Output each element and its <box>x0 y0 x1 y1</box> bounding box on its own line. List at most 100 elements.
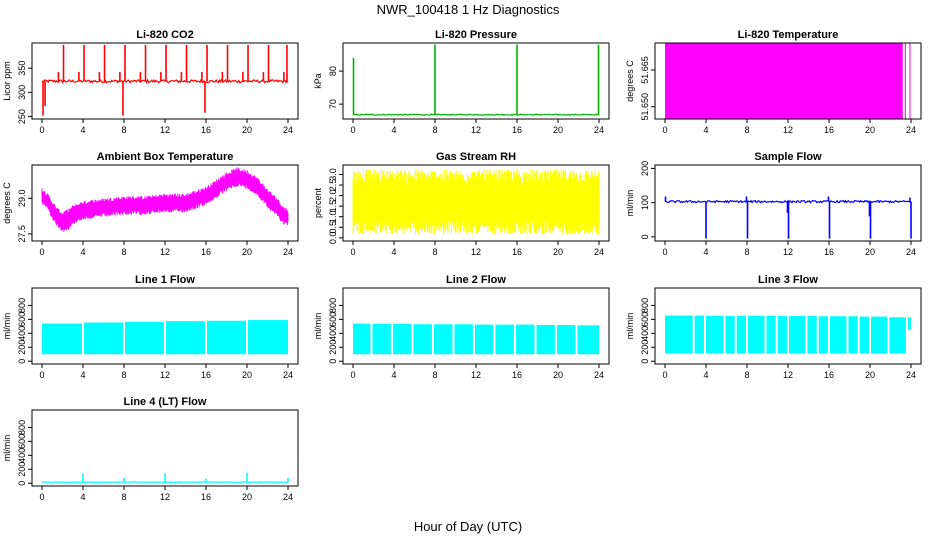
x-tick-label: 4 <box>80 247 85 257</box>
x-tick-label: 12 <box>160 370 170 380</box>
y-axis-label: ml/min <box>625 190 635 217</box>
band-mark <box>665 43 903 119</box>
x-tick-label: 24 <box>283 492 293 502</box>
y-tick-label: 600 <box>17 434 27 449</box>
x-tick-label: 0 <box>39 247 44 257</box>
band-segment <box>248 320 288 355</box>
x-tick-label: 24 <box>906 125 916 135</box>
y-tick-label: 200 <box>328 340 338 355</box>
data-layer <box>352 44 600 116</box>
chart-panel-10: Line 4 (LT) Flow ml/min 0 4 8 12 16 20 24 0 200400… <box>2 396 299 502</box>
y-tick-label: 200 <box>17 462 27 477</box>
band-segment <box>556 324 576 355</box>
data-layer <box>665 315 911 354</box>
x-tick-label: 24 <box>594 247 604 257</box>
chart-title: Ambient Box Temperature <box>97 151 234 163</box>
x-tick-label: 16 <box>824 125 834 135</box>
band-segment <box>889 317 906 354</box>
x-tick-label: 8 <box>744 247 749 257</box>
x-tick-label: 24 <box>594 125 604 135</box>
chart-panel-4: Ambient Box Temperature degrees C 0 4 8 12 16 2… <box>2 151 299 257</box>
x-tick-label: 24 <box>906 247 916 257</box>
band-segment <box>766 315 776 354</box>
band-segment <box>577 325 599 355</box>
y-tick-label: 51.665 <box>640 56 650 84</box>
y-tick-label: 3.0 <box>328 168 338 181</box>
y-axis-label: ml/min <box>313 313 323 340</box>
y-tick-label: 27.5 <box>17 225 27 243</box>
band-segment <box>372 323 391 355</box>
x-tick-label: 16 <box>201 125 211 135</box>
series-noise <box>41 167 289 232</box>
band-segment <box>736 315 746 354</box>
band-segment <box>42 323 82 355</box>
x-tick-label: 12 <box>160 125 170 135</box>
band-segment <box>907 317 911 330</box>
x-tick-label: 20 <box>865 125 875 135</box>
x-tick-label: 8 <box>121 370 126 380</box>
x-tick-label: 0 <box>39 125 44 135</box>
data-layer <box>664 196 912 239</box>
band-segment <box>859 316 869 354</box>
chart-title: Line 3 Flow <box>758 274 818 286</box>
x-tick-label: 8 <box>744 125 749 135</box>
y-tick-label: 300 <box>17 85 27 100</box>
x-tick-label: 20 <box>242 492 252 502</box>
band-segment <box>353 323 371 355</box>
series-line <box>41 78 289 84</box>
y-tick-label: 0 <box>17 359 27 364</box>
x-tick-label: 12 <box>471 370 481 380</box>
x-tick-label: 16 <box>201 370 211 380</box>
band-segment <box>207 320 246 355</box>
x-tick-label: 24 <box>283 247 293 257</box>
band-segment <box>166 321 205 355</box>
band-segment <box>748 315 765 354</box>
y-tick-label: 70 <box>328 99 338 109</box>
x-tick-label: 4 <box>80 492 85 502</box>
x-tick-label: 16 <box>512 247 522 257</box>
x-tick-label: 12 <box>783 125 793 135</box>
plot-frame <box>342 42 610 120</box>
x-tick-label: 20 <box>242 125 252 135</box>
y-axis-label: ml/min <box>625 313 635 340</box>
y-tick-label: 51.650 <box>640 93 650 121</box>
data-layer <box>665 43 911 119</box>
y-tick-label: 0 <box>17 481 27 486</box>
figure-x-axis-label: Hour of Day (UTC) <box>414 519 522 534</box>
series-noise <box>352 169 600 235</box>
y-axis-label: percent <box>313 187 323 218</box>
y-tick-label: 0.0 <box>328 232 338 245</box>
x-tick-label: 20 <box>242 370 252 380</box>
x-tick-label: 8 <box>432 247 437 257</box>
y-tick-label: 200 <box>640 340 650 355</box>
y-tick-label: 600 <box>640 312 650 327</box>
x-tick-label: 20 <box>553 247 563 257</box>
y-tick-label: 29.0 <box>17 189 27 207</box>
band-segment <box>84 322 123 355</box>
chart-panel-6: Sample Flow ml/min 0 4 8 12 16 20 24 0 100 200 <box>625 151 922 257</box>
x-tick-label: 0 <box>350 370 355 380</box>
x-tick-label: 12 <box>471 125 481 135</box>
x-tick-label: 0 <box>662 370 667 380</box>
x-tick-label: 12 <box>160 492 170 502</box>
y-tick-label: 250 <box>17 109 27 124</box>
chart-panel-8: Line 2 Flow ml/min 0 4 8 12 16 20 24 0 20040060080… <box>313 274 610 380</box>
band-segment <box>413 324 432 355</box>
y-tick-label: 400 <box>17 326 27 341</box>
band-segment <box>694 315 704 354</box>
x-tick-label: 8 <box>121 247 126 257</box>
chart-title: Line 4 (LT) Flow <box>124 396 207 408</box>
series-line <box>352 113 599 116</box>
y-tick-label: 400 <box>17 448 27 463</box>
y-axis-label: kPa <box>313 73 323 89</box>
data-layer <box>353 323 599 355</box>
band-segment <box>125 321 164 355</box>
y-tick-label: 2.5 <box>328 179 338 192</box>
band-segment <box>807 316 817 354</box>
x-tick-label: 24 <box>906 370 916 380</box>
y-tick-label: 80 <box>328 66 338 76</box>
x-tick-label: 12 <box>783 247 793 257</box>
chart-title: Li-820 CO2 <box>136 29 193 41</box>
